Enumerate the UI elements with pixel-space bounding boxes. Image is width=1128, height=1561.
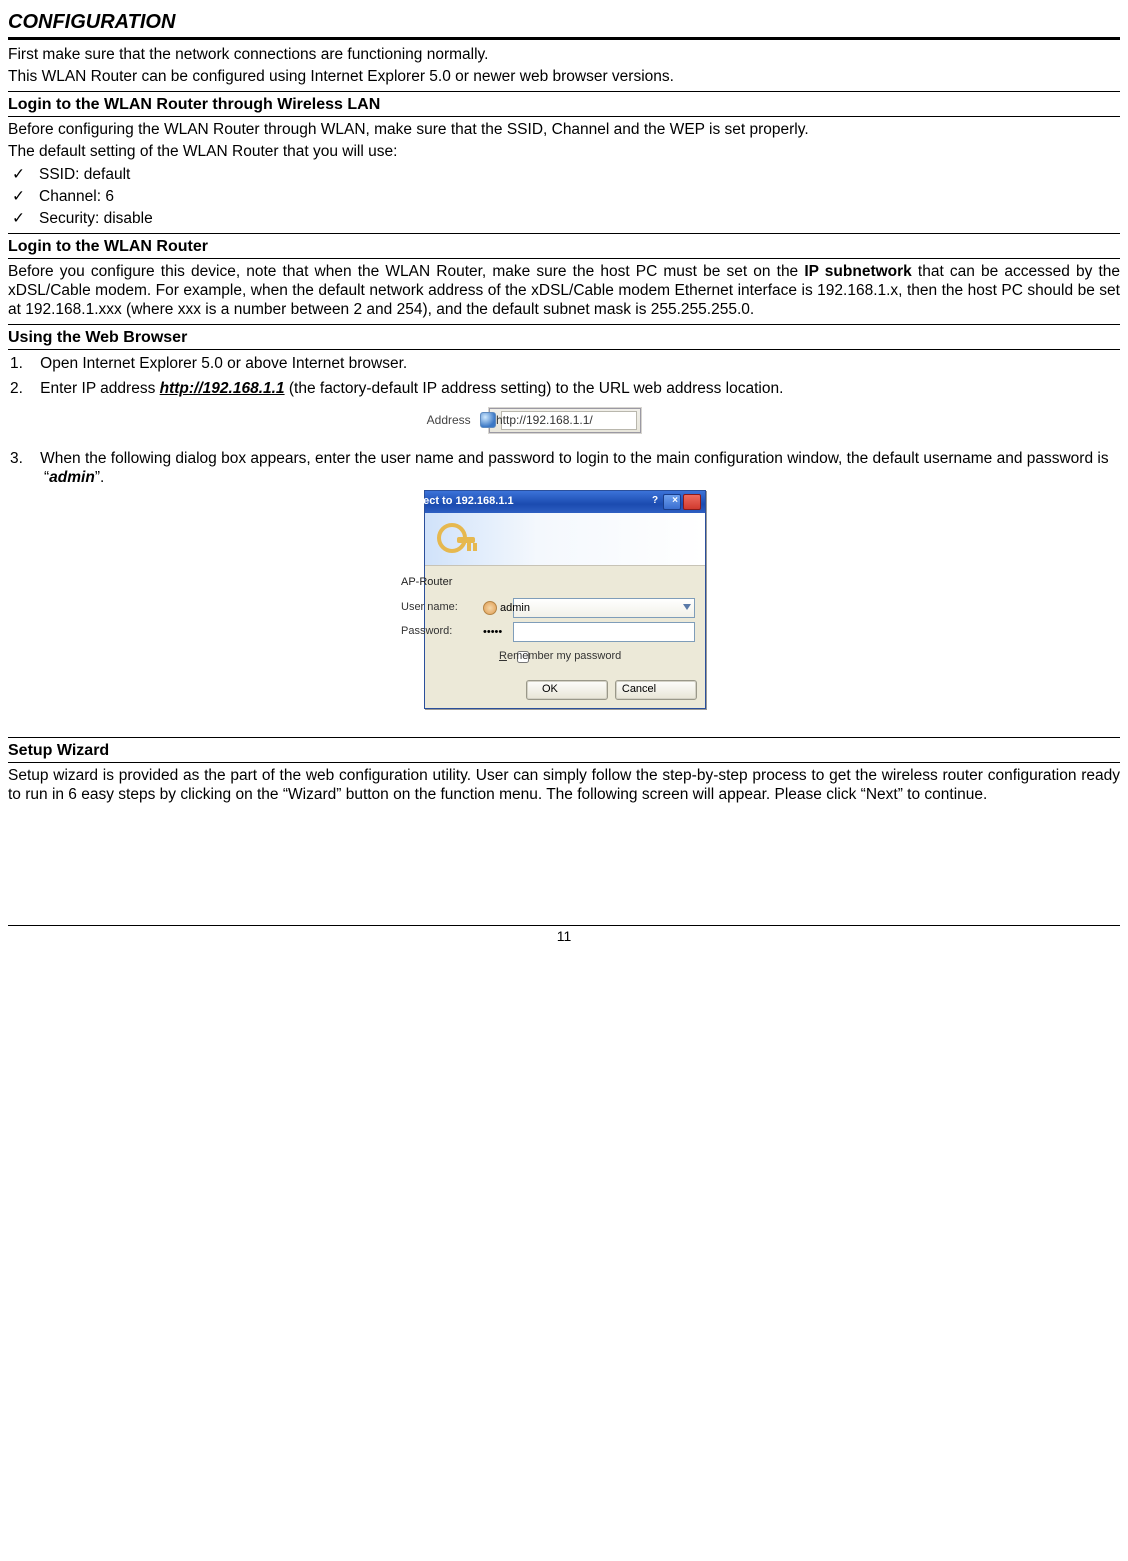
list-item: 1. Open Internet Explorer 5.0 or above I… (10, 354, 1120, 373)
list-item: 2. Enter IP address http://192.168.1.1 (… (10, 379, 1120, 442)
dialog-footer: OK Cancel (425, 674, 705, 708)
step1-text: Open Internet Explorer 5.0 or above Inte… (40, 355, 407, 372)
cancel-button[interactable]: Cancel (615, 680, 697, 700)
list-item: ✓ Security: disable (12, 209, 1120, 228)
page-title: CONFIGURATION (8, 10, 1120, 40)
ok-button[interactable]: OK (526, 680, 608, 700)
check-icon: ✓ (12, 166, 25, 183)
step3-bold: admin (49, 469, 95, 486)
bold-text: IP subnetwork (804, 263, 911, 280)
heading-wlan-login: Login to the WLAN Router through Wireles… (8, 95, 1120, 117)
close-button[interactable]: × (683, 494, 701, 510)
heading-router-login: Login to the WLAN Router (8, 237, 1120, 259)
check-icon: ✓ (12, 188, 25, 205)
key-icon (435, 521, 475, 557)
username-field[interactable]: admin (513, 598, 695, 618)
divider (8, 233, 1120, 234)
wlan-p2: The default setting of the WLAN Router t… (8, 142, 1120, 161)
steps-list: 1. Open Internet Explorer 5.0 or above I… (8, 354, 1120, 709)
router-login-p: Before you configure this device, note t… (8, 262, 1120, 320)
remember-checkbox-row[interactable]: Remember my password (513, 648, 695, 666)
address-url[interactable]: http://192.168.1.1/ (501, 411, 637, 430)
list-item-text: Channel: 6 (39, 188, 114, 205)
list-item: ✓ SSID: default (12, 165, 1120, 184)
divider (8, 324, 1120, 325)
default-settings-list: ✓ SSID: default ✓ Channel: 6 ✓ Security: di… (8, 165, 1120, 229)
username-value: admin (500, 602, 530, 614)
page-number: 11 (8, 925, 1120, 946)
list-item: ✓ Channel: 6 (12, 187, 1120, 206)
wlan-p1: Before configuring the WLAN Router throu… (8, 120, 1120, 139)
intro-line1: First make sure that the network connect… (8, 45, 1120, 64)
text: Before you configure this device, note t… (8, 263, 804, 280)
login-dialog: Connect to 192.168.1.1 ? × AP-Router (424, 490, 706, 709)
intro-line2: This WLAN Router can be configured using… (8, 67, 1120, 86)
list-item-text: Security: disable (39, 210, 153, 227)
user-icon (483, 601, 497, 615)
ie-icon (480, 412, 496, 428)
step3-pre: When the following dialog box appears, e… (40, 450, 1108, 486)
realm-label: AP-Router (435, 576, 695, 590)
password-field[interactable]: ••••• (513, 622, 695, 642)
divider (8, 737, 1120, 738)
step2-url: http://192.168.1.1 (160, 380, 285, 397)
address-bar[interactable]: Address http://192.168.1.1/ (489, 408, 642, 433)
dialog-titlebar: Connect to 192.168.1.1 ? × (425, 491, 705, 513)
list-item: 3. When the following dialog box appears… (10, 449, 1120, 709)
dialog-title: Connect to 192.168.1.1 (429, 495, 514, 509)
step3-post: ”. (95, 469, 104, 486)
wizard-p: Setup wizard is provided as the part of … (8, 766, 1120, 805)
heading-setup-wizard: Setup Wizard (8, 741, 1120, 763)
address-label: Address (459, 412, 475, 429)
step2-pre: Enter IP address (40, 380, 159, 397)
divider (8, 91, 1120, 92)
dialog-body: AP-Router User name: admin Password: •••… (425, 566, 705, 674)
list-item-text: SSID: default (39, 166, 130, 183)
check-icon: ✓ (12, 210, 25, 227)
remember-label: Remember my password (533, 650, 621, 664)
step2-post: (the factory-default IP address setting)… (285, 380, 784, 397)
heading-web-browser: Using the Web Browser (8, 328, 1120, 350)
dialog-banner (425, 513, 705, 566)
